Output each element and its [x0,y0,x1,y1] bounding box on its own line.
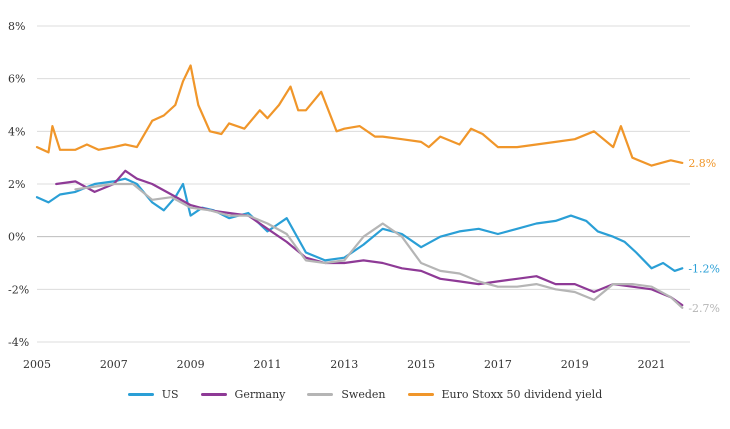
legend: US Germany Sweden Euro Stoxx 50 dividend yi… [0,388,730,401]
legend-label: Euro Stoxx 50 dividend yield [441,388,603,401]
end-labels: -1.2% -2.7% 2.8% [688,157,720,315]
end-label: -2.7% [688,302,720,315]
x-tick-label: 2013 [330,358,358,371]
end-label: -1.2% [688,262,720,275]
y-tick-label: 4% [8,125,25,138]
x-tick-label: 2019 [561,358,589,371]
legend-swatch [200,393,227,396]
y-axis-ticks: -4% -2% 0% 2% 4% 6% 8% [8,20,29,349]
series-lines [35,64,684,309]
series-line-euro-stoxx-50-dividend-yield [35,64,684,167]
y-tick-label: 0% [8,231,25,244]
x-tick-label: 2005 [23,358,51,371]
legend-swatch [407,393,434,396]
legend-item: Germany [200,388,286,401]
series-line-germany [55,169,684,307]
x-tick-label: 2011 [253,358,281,371]
x-tick-label: 2021 [638,358,666,371]
y-tick-label: -4% [8,336,29,349]
x-tick-label: 2015 [407,358,435,371]
end-label: 2.8% [688,157,716,170]
line-chart: -4% -2% 0% 2% 4% 6% 8% 2005 2007 2009 2011 2013 201… [8,20,720,371]
y-tick-label: 2% [8,178,25,191]
y-tick-label: -2% [8,283,29,296]
legend-item: Sweden [307,388,386,401]
legend-swatch [307,393,334,396]
y-tick-label: 6% [8,73,25,86]
y-tick-label: 8% [8,20,25,33]
x-tick-label: 2017 [484,358,512,371]
legend-swatch [127,393,154,396]
legend-label: Sweden [341,388,386,401]
x-tick-label: 2009 [177,358,205,371]
legend-item: US [127,388,179,401]
series-line-sweden [74,182,684,309]
legend-label: Germany [234,388,286,401]
x-tick-label: 2007 [100,358,128,371]
x-axis-ticks: 2005 2007 2009 2011 2013 2015 2017 2019 2021 [23,358,666,371]
legend-label: US [161,388,179,401]
series-line-us [35,177,684,272]
legend-item: Euro Stoxx 50 dividend yield [407,388,603,401]
